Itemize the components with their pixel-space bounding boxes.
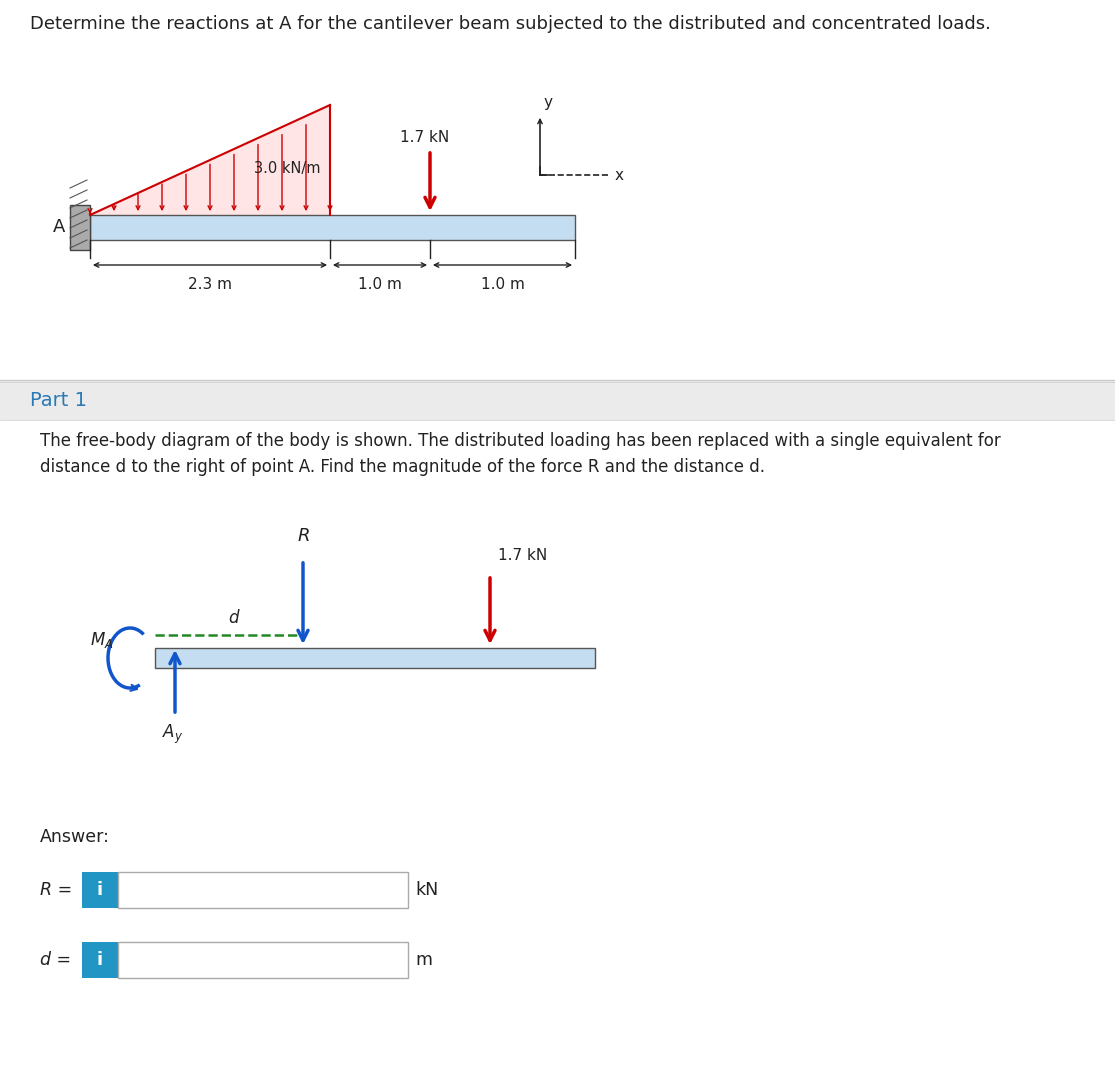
Text: $d$: $d$ [227, 609, 241, 627]
Bar [155, 648, 595, 668]
Text: y: y [543, 95, 552, 110]
Bar [0, 380, 1115, 420]
Bar [0, 0, 1115, 380]
Text: 2.3 m: 2.3 m [188, 277, 232, 292]
Text: 1.0 m: 1.0 m [481, 277, 524, 292]
Text: m: m [415, 951, 432, 969]
Text: $R$: $R$ [297, 527, 309, 544]
Text: 1.0 m: 1.0 m [358, 277, 401, 292]
Text: d =: d = [40, 951, 71, 969]
Bar [118, 942, 408, 978]
Text: 3.0 kN/m: 3.0 kN/m [253, 161, 320, 176]
Bar [90, 215, 575, 240]
Text: Determine the reactions at A for the cantilever beam subjected to the distribute: Determine the reactions at A for the can… [30, 15, 991, 33]
Bar [83, 942, 118, 978]
Bar [0, 420, 1115, 1089]
Text: A: A [52, 219, 65, 236]
Text: 1.7 kN: 1.7 kN [400, 130, 449, 145]
Text: The free-body diagram of the body is shown. The distributed loading has been rep: The free-body diagram of the body is sho… [40, 432, 1001, 450]
Polygon shape [90, 105, 330, 215]
Text: i: i [97, 951, 103, 969]
Bar [118, 872, 408, 908]
Text: $A_y$: $A_y$ [163, 723, 184, 746]
Text: x: x [615, 168, 624, 183]
Text: 1.7 kN: 1.7 kN [498, 548, 547, 563]
Text: Part 1: Part 1 [30, 392, 87, 411]
Bar [70, 205, 90, 250]
Text: R =: R = [40, 881, 72, 900]
Text: i: i [97, 881, 103, 900]
Text: Answer:: Answer: [40, 828, 110, 846]
Bar [83, 872, 118, 908]
Text: $M_A$: $M_A$ [90, 631, 114, 650]
Text: distance d to the right of point A. Find the magnitude of the force R and the di: distance d to the right of point A. Find… [40, 458, 765, 476]
Text: kN: kN [415, 881, 438, 900]
